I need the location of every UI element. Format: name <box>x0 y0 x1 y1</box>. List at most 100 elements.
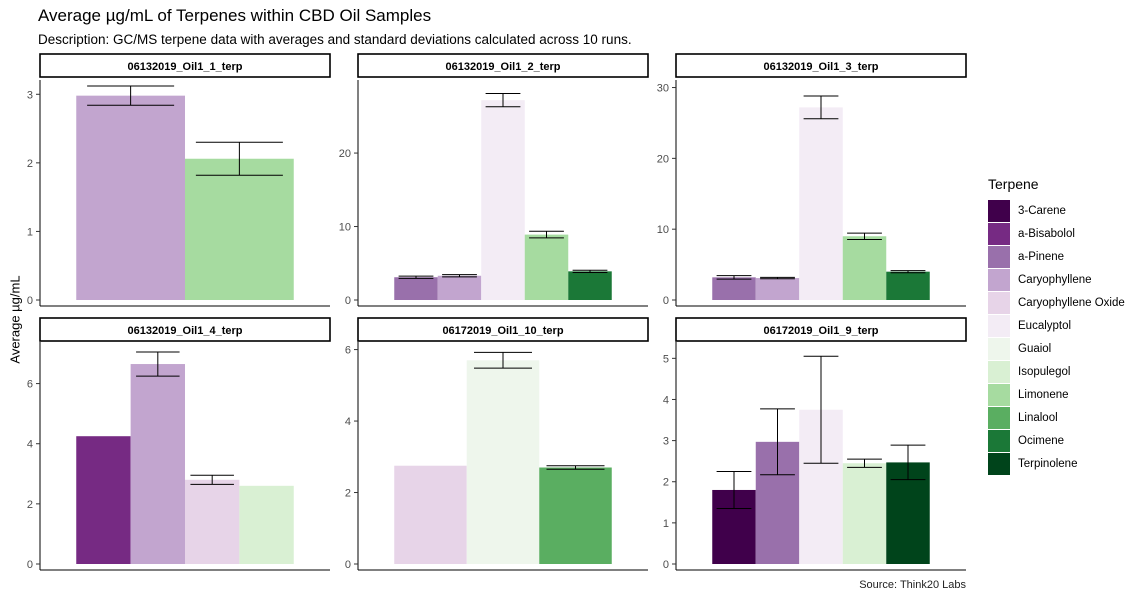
y-tick-label: 6 <box>27 379 33 391</box>
legend-swatch <box>988 245 1010 268</box>
chart-caption: Source: Think20 Labs <box>859 579 966 591</box>
bar <box>842 236 887 300</box>
legend-swatch <box>988 406 1010 429</box>
facet-title: 06132019_Oil1_3_terp <box>764 61 879 73</box>
bar <box>185 158 294 300</box>
legend-label: Terpinolene <box>1018 457 1078 470</box>
legend-item: Caryophyllene Oxide <box>988 291 1125 314</box>
legend-swatch <box>988 199 1010 222</box>
legend-swatch <box>988 222 1010 245</box>
bar <box>524 234 569 300</box>
legend: Terpene 3-Carene a-Bisabolol a-Pinene Caryo… <box>988 176 1125 475</box>
legend-label: Isopulegol <box>1018 365 1071 378</box>
y-tick-label: 0 <box>345 295 351 307</box>
facet-chart: 06132019_Oil1_1_terp 0 1 2 3 06132019_Oil1_2_… <box>27 53 967 571</box>
facet-strip <box>39 317 331 342</box>
bar <box>76 95 185 301</box>
bar <box>886 271 930 300</box>
legend-label: Ocimene <box>1018 434 1065 447</box>
y-tick-label: 2 <box>345 488 351 500</box>
legend-label: Eucalyptol <box>1018 319 1072 332</box>
legend-item: a-Bisabolol <box>988 222 1125 245</box>
facet-title: 06132019_Oil1_1_terp <box>128 61 243 73</box>
y-tick-label: 5 <box>663 353 669 365</box>
legend-item: Limonene <box>988 383 1125 406</box>
legend-swatch <box>988 360 1010 383</box>
facet-title: 06172019_Oil1_9_terp <box>764 325 879 337</box>
legend-swatch <box>988 452 1010 475</box>
bar <box>755 278 800 300</box>
facet-title: 06132019_Oil1_4_terp <box>128 325 243 337</box>
legend-item: 3-Carene <box>988 199 1125 222</box>
legend-label: a-Bisabolol <box>1018 227 1075 240</box>
y-tick-label: 1 <box>663 518 669 530</box>
facet-title: 06132019_Oil1_2_terp <box>446 61 561 73</box>
y-tick-label: 0 <box>663 559 669 571</box>
y-tick-label: 2 <box>27 158 33 170</box>
y-tick-label: 10 <box>657 224 669 236</box>
legend-item: a-Pinene <box>988 245 1125 268</box>
bar <box>239 485 294 564</box>
bar <box>842 463 887 564</box>
legend-swatch <box>988 383 1010 406</box>
y-tick-label: 20 <box>657 153 669 165</box>
facet-title: 06172019_Oil1_10_terp <box>442 325 563 337</box>
legend-label: Limonene <box>1018 388 1069 401</box>
facet-strip <box>675 53 967 78</box>
facet-strip <box>39 53 331 78</box>
bar <box>799 107 843 301</box>
bar <box>185 479 240 564</box>
facet-strip <box>357 317 649 342</box>
y-tick-label: 0 <box>27 295 33 307</box>
y-tick-label: 4 <box>345 416 351 428</box>
legend-label: 3-Carene <box>1018 204 1066 217</box>
legend-item: Ocimene <box>988 429 1125 452</box>
legend-swatch <box>988 337 1010 360</box>
y-tick-label: 30 <box>657 83 669 95</box>
y-tick-label: 2 <box>663 477 669 489</box>
y-tick-label: 3 <box>27 89 33 101</box>
legend-item: Isopulegol <box>988 360 1125 383</box>
legend-title: Terpene <box>988 176 1039 192</box>
bar <box>76 436 131 564</box>
bar <box>466 360 540 564</box>
y-tick-label: 10 <box>339 222 351 234</box>
y-tick-label: 3 <box>663 436 669 448</box>
legend-label: a-Pinene <box>1018 250 1065 263</box>
legend-item: Caryophyllene <box>988 268 1125 291</box>
legend-item: Terpinolene <box>988 452 1125 475</box>
bar <box>568 271 612 300</box>
facet-strip <box>357 53 649 78</box>
bar <box>437 275 482 300</box>
y-tick-label: 0 <box>345 559 351 571</box>
legend-item: Linalool <box>988 406 1125 429</box>
facet-strip <box>675 317 967 342</box>
legend-swatch <box>988 314 1010 337</box>
legend-label: Caryophyllene <box>1018 273 1092 286</box>
y-tick-label: 4 <box>663 394 669 406</box>
chart-title: Average µg/mL of Terpenes within CBD Oil… <box>38 6 432 25</box>
bar <box>394 465 467 564</box>
y-tick-label: 1 <box>27 226 33 238</box>
legend-label: Caryophyllene Oxide <box>1018 296 1125 309</box>
legend-item: Eucalyptol <box>988 314 1125 337</box>
legend-label: Linalool <box>1018 411 1058 424</box>
bar <box>539 467 612 564</box>
y-tick-label: 20 <box>339 148 351 160</box>
bar <box>394 277 438 300</box>
legend-items: 3-Carene a-Bisabolol a-Pinene Caryophyllene… <box>988 199 1125 475</box>
bar <box>130 364 185 564</box>
y-tick-label: 2 <box>27 499 33 511</box>
legend-swatch <box>988 268 1010 291</box>
legend-swatch <box>988 429 1010 452</box>
legend-item: Guaiol <box>988 337 1125 360</box>
y-tick-label: 0 <box>663 295 669 307</box>
legend-label: Guaiol <box>1018 342 1052 355</box>
y-tick-label: 6 <box>345 345 351 357</box>
chart-subtitle: Description: GC/MS terpene data with ave… <box>38 32 632 47</box>
bar <box>712 277 756 300</box>
legend-swatch <box>988 291 1010 314</box>
bar <box>481 100 525 300</box>
y-tick-label: 4 <box>27 439 33 451</box>
y-tick-label: 0 <box>27 559 33 571</box>
